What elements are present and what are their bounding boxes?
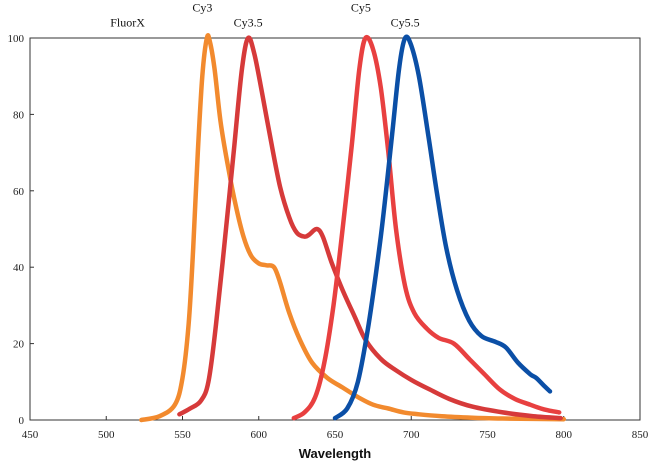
plot-frame: [29, 37, 641, 421]
x-tick-label: 800: [556, 429, 573, 441]
x-tick-label: 650: [327, 429, 344, 441]
y-tick-label: 20: [13, 339, 25, 351]
series-label-2: Cy3: [192, 0, 212, 14]
series-label-1: FluorX: [110, 16, 145, 30]
x-tick-label: 550: [174, 429, 191, 441]
series-curves: [139, 33, 567, 423]
axis-ticks: 450 500 550 600 650 700 750 800 850 0 20 40 60 80 100: [8, 33, 649, 441]
x-tick-label: 600: [251, 429, 268, 441]
x-axis-title: Wavelength: [299, 446, 372, 461]
series-label-3: Cy3.5: [234, 16, 263, 30]
series-line-4: [332, 34, 553, 421]
series-line-3: [291, 34, 562, 421]
x-tick-label: 500: [98, 429, 115, 441]
y-tick-label: 40: [13, 262, 25, 274]
x-tick-label: 450: [22, 429, 39, 441]
y-tick-label: 100: [8, 33, 25, 45]
y-tick-label: 0: [19, 415, 25, 427]
x-tick-label: 850: [632, 429, 649, 441]
series-label-4: Cy5: [351, 0, 371, 14]
x-tick-label: 750: [479, 429, 496, 441]
y-tick-label: 80: [13, 109, 25, 121]
x-tick-label: 700: [403, 429, 420, 441]
series-label-5: Cy5.5: [391, 16, 420, 30]
series-labels: FluorX Cy3 Cy3.5 Cy5 Cy5.5: [110, 0, 419, 29]
series-line-2: [177, 35, 563, 421]
series-line-1: [139, 33, 567, 423]
y-tick-label: 60: [13, 186, 25, 198]
